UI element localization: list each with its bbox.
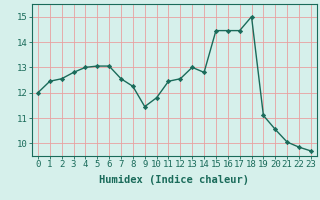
X-axis label: Humidex (Indice chaleur): Humidex (Indice chaleur) bbox=[100, 175, 249, 185]
